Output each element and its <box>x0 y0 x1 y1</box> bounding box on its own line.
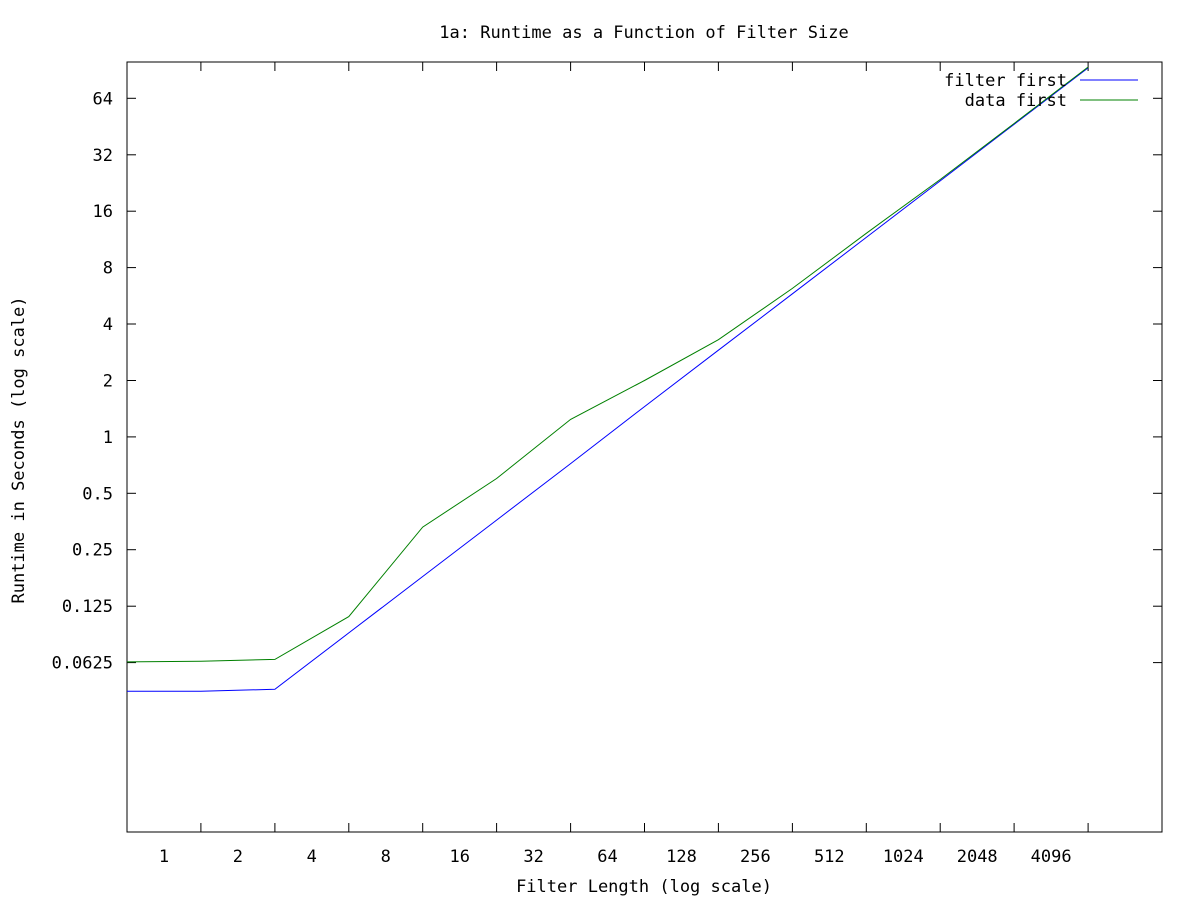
y-tick-label: 32 <box>93 146 113 166</box>
plot-frame-group <box>126 61 1163 833</box>
y-tick-label: 0.25 <box>72 541 113 561</box>
y-tick-label: 2 <box>103 372 113 392</box>
x-tick-label: 16 <box>449 847 469 867</box>
x-tick-label: 256 <box>740 847 771 867</box>
y-tick-label: 16 <box>93 202 113 222</box>
x-tick-label: 32 <box>523 847 543 867</box>
y-tick-label: 1 <box>103 428 113 448</box>
y-tick-label: 0.5 <box>82 484 113 504</box>
x-tick-label: 1024 <box>883 847 924 867</box>
y-axis-ticks: 0.0625 0.125 0.25 0.5 1 2 4 8 16 32 64 <box>52 89 1162 674</box>
x-tick-label: 2048 <box>957 847 998 867</box>
chart-title: 1a: Runtime as a Function of Filter Size <box>439 23 848 43</box>
plot-frame <box>126 61 1163 833</box>
x-tick-label: 512 <box>814 847 845 867</box>
x-tick-label: 2 <box>233 847 243 867</box>
x-tick-label: 64 <box>597 847 617 867</box>
x-tick-label: 1 <box>159 847 169 867</box>
y-axis-label: Runtime in Seconds (log scale) <box>9 296 29 603</box>
legend-label: data first <box>965 91 1067 111</box>
y-tick-label: 8 <box>103 259 113 279</box>
y-tick-label: 4 <box>103 315 113 335</box>
y-tick-label: 64 <box>93 89 113 109</box>
legend-label: filter first <box>944 71 1067 91</box>
x-tick-label: 4 <box>307 847 317 867</box>
series-line-filter-first <box>127 67 1089 692</box>
y-tick-label: 0.125 <box>62 597 113 617</box>
x-axis-label: Filter Length (log scale) <box>516 877 772 897</box>
series-line-data-first <box>126 66 1089 663</box>
series-layer <box>126 66 1089 692</box>
x-tick-label: 8 <box>381 847 391 867</box>
y-tick-label: 0.0625 <box>52 654 113 674</box>
x-axis-ticks: 1 2 4 8 16 32 64 128 256 512 1024 2048 4096 <box>126 62 1089 867</box>
x-tick-label: 128 <box>666 847 697 867</box>
x-tick-label: 4096 <box>1031 847 1072 867</box>
